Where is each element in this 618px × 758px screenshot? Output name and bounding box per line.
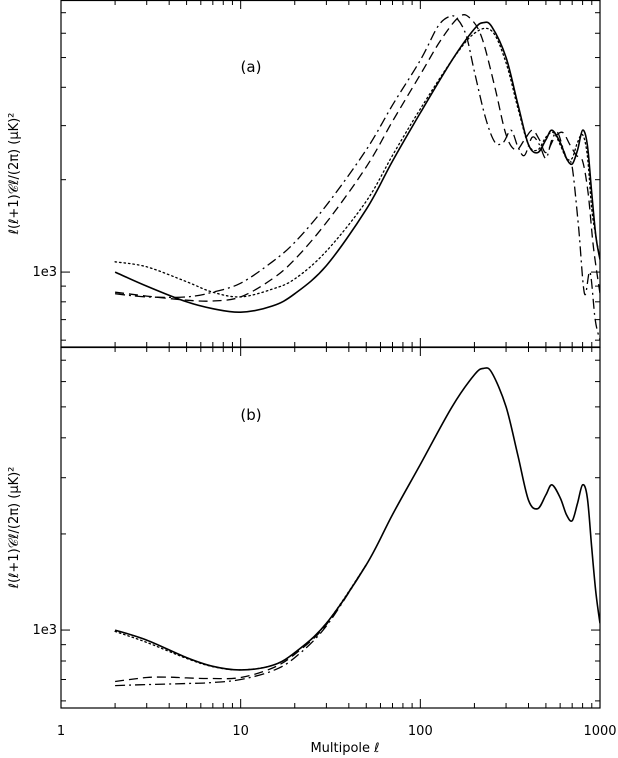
x-axis-title: Multipole ℓ (310, 741, 379, 756)
x-tick-label: 100 (408, 724, 433, 739)
panel-label: (b) (240, 406, 261, 424)
series-line-dashdot (115, 15, 600, 341)
y-axis-title: ℓ(ℓ+1)𝒞ℓ/(2π) (μK)² (7, 467, 22, 590)
series-line-dotted (114, 27, 600, 298)
series-line-dotted (114, 564, 367, 671)
plot-frame (60, 346, 601, 709)
series-line-dashed (115, 14, 600, 302)
plot-frame (60, 0, 601, 348)
series-line-solid (114, 21, 600, 314)
y-tick-label: 1e3 (32, 623, 57, 638)
x-tick-label: 10 (232, 724, 249, 739)
panel-b: 1e3 ℓ(ℓ+1)𝒞ℓ/(2π) (μK)² (b) (7, 346, 601, 709)
panel-a: 1e3 ℓ(ℓ+1)𝒞ℓ/(2π) (μK)² (a) (7, 0, 601, 348)
x-axis-ticks: 1 10 100 1000 (57, 724, 617, 739)
series-line-dashed (115, 564, 367, 683)
panel-label: (a) (241, 58, 262, 76)
y-axis-title: ℓ(ℓ+1)𝒞ℓ/(2π) (μK)² (7, 113, 22, 236)
y-tick-label: 1e3 (32, 265, 57, 280)
x-tick-label: 1000 (583, 724, 616, 739)
series-line-solid (114, 367, 600, 671)
x-tick-label: 1 (57, 724, 65, 739)
series-line-dashdot (115, 564, 367, 687)
